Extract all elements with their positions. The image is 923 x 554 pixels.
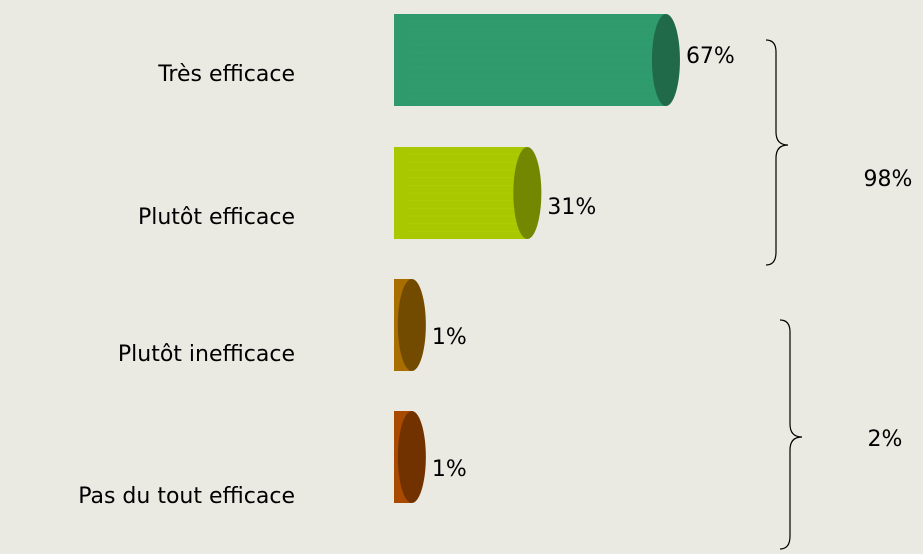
value-label: 67% — [686, 44, 735, 69]
category-label: Plutôt efficace — [138, 205, 295, 230]
category-label: Pas du tout efficace — [78, 484, 295, 509]
bar — [394, 279, 426, 371]
value-label: 1% — [432, 325, 467, 350]
bar-end-cap — [397, 411, 426, 503]
bar — [394, 147, 542, 239]
group-label: 98% — [864, 167, 913, 192]
bar-end-cap — [397, 279, 426, 371]
bar-end-cap — [513, 147, 542, 239]
bar — [394, 14, 680, 106]
category-label: Très efficace — [157, 62, 295, 87]
bar — [394, 411, 426, 503]
group-label: 2% — [868, 427, 903, 452]
brace — [765, 39, 789, 266]
value-label: 31% — [547, 195, 596, 220]
bar-end-cap — [651, 14, 680, 106]
category-label: Plutôt inefficace — [118, 342, 295, 367]
value-label: 1% — [432, 457, 467, 482]
brace — [779, 319, 803, 550]
